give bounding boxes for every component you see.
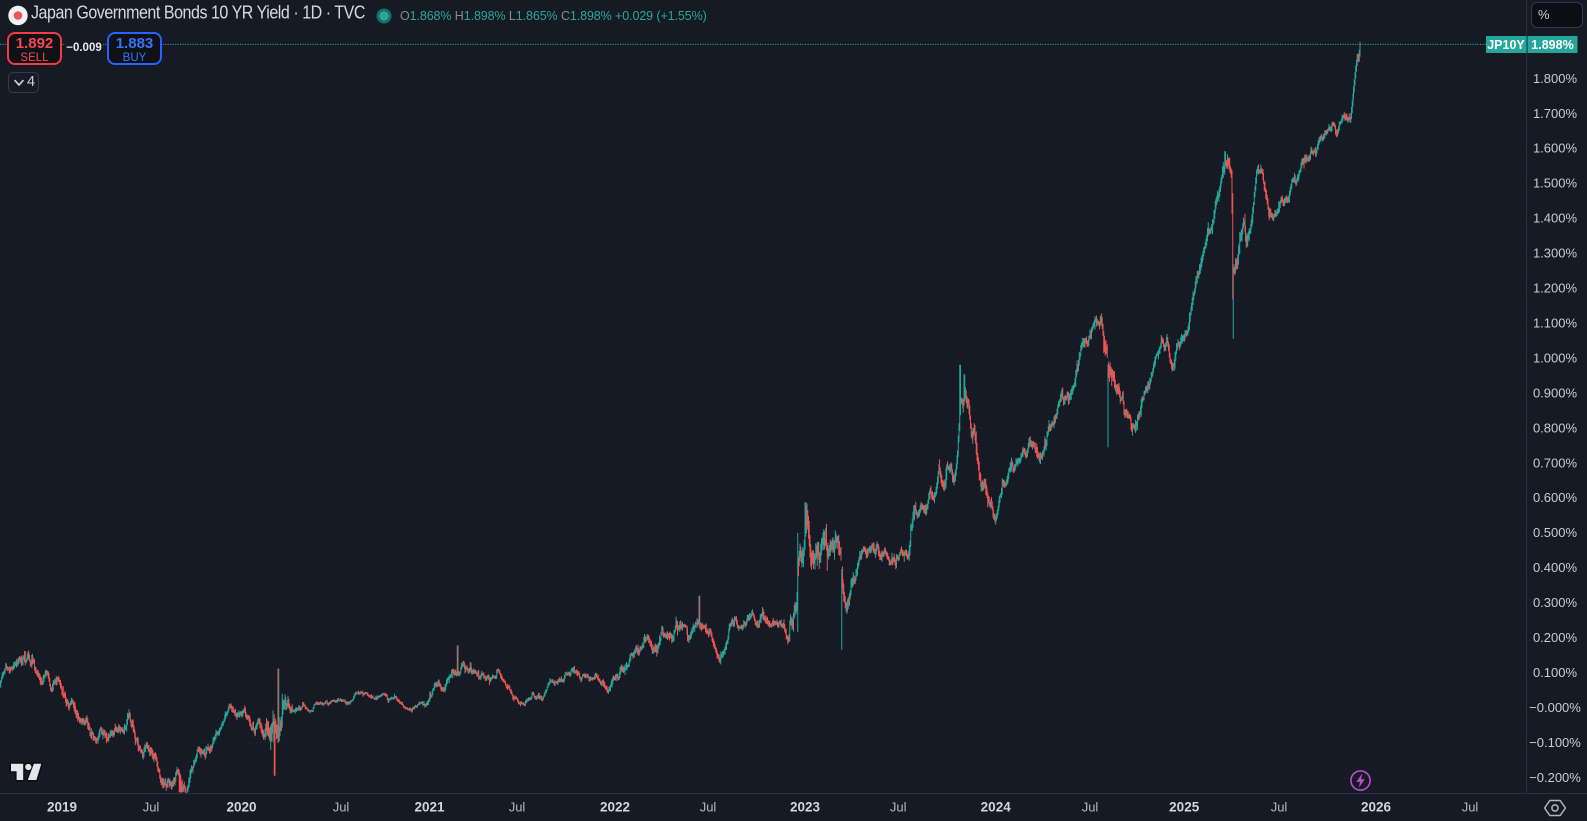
svg-text:−0.100%: −0.100% [1529,735,1581,750]
svg-text:0.200%: 0.200% [1533,630,1578,645]
svg-text:0.900%: 0.900% [1533,385,1578,400]
svg-text:0.400%: 0.400% [1533,560,1578,575]
svg-text:Jul: Jul [1462,800,1479,815]
svg-text:Jul: Jul [143,800,160,815]
svg-text:2022: 2022 [600,800,630,815]
svg-text:Jul: Jul [1271,800,1288,815]
svg-text:0.500%: 0.500% [1533,525,1578,540]
svg-text:2021: 2021 [414,800,445,815]
svg-text:Jul: Jul [890,800,907,815]
svg-text:1.400%: 1.400% [1533,211,1578,226]
svg-text:1.000%: 1.000% [1533,350,1578,365]
svg-text:2025: 2025 [1169,800,1200,815]
svg-text:−0.000%: −0.000% [1529,700,1581,715]
svg-text:0.300%: 0.300% [1533,595,1578,610]
svg-text:1.800%: 1.800% [1533,71,1578,86]
svg-text:1.898%: 1.898% [1531,38,1573,52]
svg-text:1.500%: 1.500% [1533,176,1578,191]
svg-text:1.600%: 1.600% [1533,141,1578,156]
svg-text:1.200%: 1.200% [1533,281,1578,296]
svg-text:2020: 2020 [226,800,256,815]
svg-text:0.800%: 0.800% [1533,420,1578,435]
svg-text:0.700%: 0.700% [1533,455,1578,470]
svg-text:2024: 2024 [981,800,1012,815]
svg-text:0.600%: 0.600% [1533,490,1578,505]
svg-text:2026: 2026 [1361,800,1392,815]
svg-text:−0.200%: −0.200% [1529,770,1581,785]
svg-text:1.300%: 1.300% [1533,246,1578,261]
svg-text:1.100%: 1.100% [1533,316,1578,331]
svg-text:2023: 2023 [790,800,821,815]
svg-text:Jul: Jul [509,800,526,815]
svg-text:1.700%: 1.700% [1533,106,1578,121]
svg-text:2019: 2019 [47,800,77,815]
svg-text:Jul: Jul [700,800,717,815]
svg-text:Jul: Jul [1082,800,1099,815]
svg-text:Jul: Jul [333,800,350,815]
svg-text:JP10Y: JP10Y [1487,38,1525,52]
svg-text:0.100%: 0.100% [1533,665,1578,680]
